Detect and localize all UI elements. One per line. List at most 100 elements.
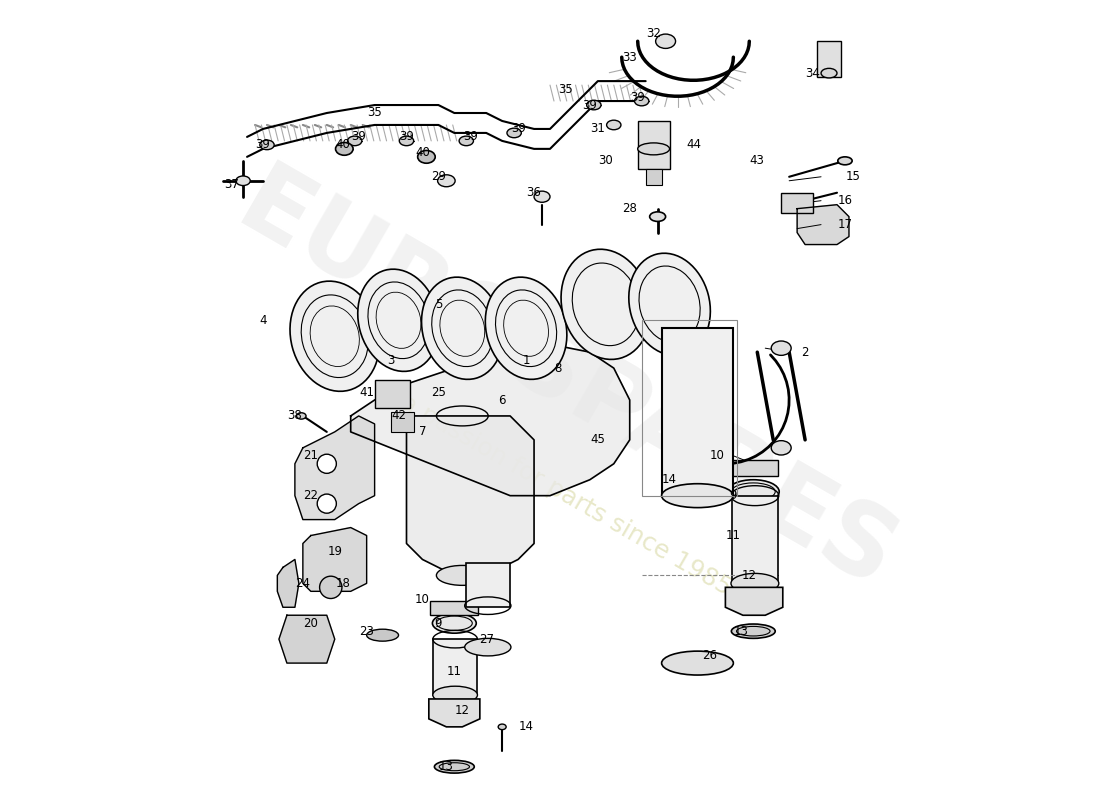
Bar bbox=[638, 121, 670, 169]
Ellipse shape bbox=[366, 630, 398, 641]
Ellipse shape bbox=[260, 140, 274, 150]
Ellipse shape bbox=[586, 100, 601, 110]
Text: 36: 36 bbox=[527, 186, 541, 199]
Ellipse shape bbox=[336, 142, 353, 155]
Bar bbox=[646, 169, 661, 185]
Polygon shape bbox=[279, 615, 334, 663]
Polygon shape bbox=[407, 416, 535, 575]
Text: 15: 15 bbox=[846, 170, 860, 183]
Text: a passion for parts since 1985: a passion for parts since 1985 bbox=[396, 390, 736, 601]
Ellipse shape bbox=[771, 441, 791, 455]
Bar bbox=[661, 328, 734, 496]
Bar bbox=[781, 193, 813, 213]
Text: 39: 39 bbox=[255, 138, 271, 151]
Polygon shape bbox=[732, 496, 778, 583]
Ellipse shape bbox=[771, 341, 791, 355]
Text: 14: 14 bbox=[662, 474, 678, 486]
Text: 43: 43 bbox=[750, 154, 764, 167]
Text: 13: 13 bbox=[734, 625, 749, 638]
Circle shape bbox=[317, 454, 337, 474]
Polygon shape bbox=[725, 587, 783, 615]
Text: 30: 30 bbox=[598, 154, 613, 167]
Text: 28: 28 bbox=[623, 202, 637, 215]
Ellipse shape bbox=[650, 212, 666, 222]
Text: 31: 31 bbox=[591, 122, 605, 135]
Text: 11: 11 bbox=[726, 529, 741, 542]
Text: 7: 7 bbox=[419, 426, 426, 438]
Ellipse shape bbox=[485, 277, 566, 379]
Text: 38: 38 bbox=[287, 410, 303, 422]
Text: 26: 26 bbox=[702, 649, 717, 662]
Ellipse shape bbox=[235, 176, 250, 186]
Text: 18: 18 bbox=[336, 577, 350, 590]
Text: 40: 40 bbox=[336, 138, 350, 151]
Circle shape bbox=[320, 576, 342, 598]
Text: 34: 34 bbox=[805, 66, 821, 80]
Ellipse shape bbox=[727, 480, 779, 504]
Text: 35: 35 bbox=[367, 106, 382, 119]
Polygon shape bbox=[295, 416, 375, 519]
Ellipse shape bbox=[464, 638, 510, 656]
Text: 13: 13 bbox=[439, 760, 454, 774]
Text: 22: 22 bbox=[304, 489, 318, 502]
Text: 19: 19 bbox=[328, 545, 342, 558]
Text: 8: 8 bbox=[554, 362, 562, 374]
Text: 17: 17 bbox=[837, 218, 852, 231]
Text: 40: 40 bbox=[415, 146, 430, 159]
Text: 6: 6 bbox=[498, 394, 506, 406]
Text: 12: 12 bbox=[454, 705, 470, 718]
Polygon shape bbox=[277, 559, 299, 607]
Ellipse shape bbox=[432, 686, 477, 704]
Text: 33: 33 bbox=[623, 50, 637, 64]
Ellipse shape bbox=[297, 413, 306, 419]
Text: 11: 11 bbox=[447, 665, 462, 678]
Text: 12: 12 bbox=[741, 569, 757, 582]
Ellipse shape bbox=[432, 614, 476, 633]
Ellipse shape bbox=[661, 484, 734, 508]
Ellipse shape bbox=[438, 174, 455, 186]
Text: 2: 2 bbox=[802, 346, 808, 358]
Ellipse shape bbox=[399, 136, 414, 146]
Text: 21: 21 bbox=[304, 450, 318, 462]
Text: 35: 35 bbox=[559, 82, 573, 95]
Ellipse shape bbox=[498, 724, 506, 730]
Text: 4: 4 bbox=[260, 314, 266, 326]
Text: 16: 16 bbox=[837, 194, 852, 207]
Text: 9: 9 bbox=[729, 489, 737, 502]
Text: 32: 32 bbox=[646, 26, 661, 40]
Polygon shape bbox=[302, 527, 366, 591]
Polygon shape bbox=[432, 639, 476, 695]
Text: 14: 14 bbox=[518, 720, 534, 734]
Ellipse shape bbox=[437, 566, 488, 586]
Text: 25: 25 bbox=[431, 386, 446, 398]
Ellipse shape bbox=[838, 157, 853, 165]
Ellipse shape bbox=[629, 254, 711, 355]
Polygon shape bbox=[429, 699, 480, 727]
Ellipse shape bbox=[290, 281, 380, 391]
Ellipse shape bbox=[421, 277, 503, 379]
Bar bbox=[817, 42, 842, 77]
Text: 41: 41 bbox=[359, 386, 374, 398]
Ellipse shape bbox=[635, 96, 649, 106]
Bar bbox=[390, 412, 415, 432]
Bar bbox=[641, 320, 737, 496]
Text: 39: 39 bbox=[463, 130, 477, 143]
Circle shape bbox=[317, 494, 337, 514]
Bar bbox=[375, 380, 410, 408]
Text: EUROSPARES: EUROSPARES bbox=[220, 157, 912, 611]
Text: 10: 10 bbox=[710, 450, 725, 462]
Text: 1: 1 bbox=[522, 354, 530, 366]
Text: 29: 29 bbox=[431, 170, 446, 183]
Ellipse shape bbox=[606, 120, 621, 130]
Ellipse shape bbox=[434, 760, 474, 773]
Text: 39: 39 bbox=[510, 122, 526, 135]
Ellipse shape bbox=[348, 136, 362, 146]
Text: 9: 9 bbox=[434, 617, 442, 630]
Ellipse shape bbox=[561, 250, 650, 359]
Ellipse shape bbox=[459, 136, 473, 146]
Text: 45: 45 bbox=[591, 434, 605, 446]
Text: 39: 39 bbox=[630, 90, 645, 103]
Ellipse shape bbox=[732, 574, 779, 594]
Ellipse shape bbox=[821, 68, 837, 78]
Text: 23: 23 bbox=[360, 625, 374, 638]
